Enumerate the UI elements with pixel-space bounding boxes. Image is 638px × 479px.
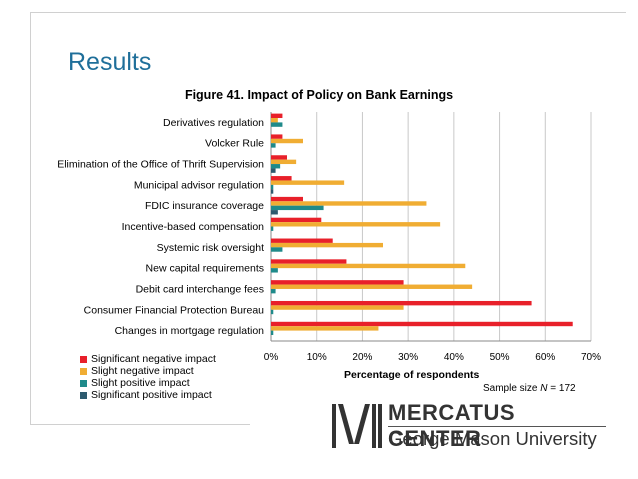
legend-swatch: [80, 379, 87, 387]
sample-size-n: N: [540, 383, 548, 394]
bar: [271, 284, 473, 289]
category-label: Consumer Financial Protection Bureau: [84, 304, 265, 316]
category-label: Systemic risk oversight: [157, 242, 264, 254]
legend-swatch: [80, 367, 87, 375]
bar: [271, 326, 379, 331]
bar: [271, 247, 283, 252]
bar: [271, 168, 276, 173]
category-label: Volcker Rule: [205, 138, 264, 150]
sample-size-prefix: Sample size: [483, 383, 541, 394]
sample-size-value: = 172: [547, 383, 576, 394]
bar: [271, 321, 573, 327]
legend-label: Significant negative impact: [91, 353, 216, 365]
x-tick-label: 50%: [490, 352, 510, 363]
x-tick-label: 30%: [398, 352, 418, 363]
category-label: Debit card interchange fees: [136, 283, 264, 295]
bar: [271, 210, 278, 215]
bar: [271, 118, 278, 123]
bar: [271, 238, 333, 243]
category-label: New capital requirements: [146, 263, 264, 275]
chart-legend: Significant negative impact Slight negati…: [80, 353, 216, 401]
bar: [271, 122, 283, 127]
bar: [271, 201, 427, 206]
bar: [271, 180, 345, 185]
frame-line-left: [30, 12, 31, 424]
bar: [271, 189, 274, 194]
category-label: Municipal advisor regulation: [134, 179, 264, 191]
x-tick-label: 40%: [444, 352, 464, 363]
bar: [271, 159, 297, 165]
x-tick-label: 60%: [535, 352, 555, 363]
bar: [271, 300, 532, 306]
x-tick-label: 0%: [264, 352, 279, 363]
logo-line1: MERCATUS CENTER: [388, 400, 516, 451]
mercatus-logo: MERCATUS CENTER George Mason University: [330, 400, 612, 454]
sample-size-note: Sample size N = 172: [483, 383, 576, 394]
legend-item: Slight positive impact: [80, 377, 216, 389]
bar: [271, 330, 274, 335]
bar: [271, 196, 303, 202]
logo-rule: [388, 426, 606, 427]
category-label: Derivatives regulation: [163, 117, 264, 129]
bar: [271, 259, 347, 264]
legend-item: Significant positive impact: [80, 389, 216, 401]
frame-line-top: [30, 12, 626, 13]
bar: [271, 138, 303, 144]
legend-label: Slight positive impact: [91, 377, 190, 389]
legend-label: Slight negative impact: [91, 365, 194, 377]
bar: [271, 143, 276, 148]
x-tick-label: 20%: [352, 352, 372, 363]
mercatus-mark-icon: [332, 404, 382, 448]
bar: [271, 164, 281, 169]
bar: [271, 226, 274, 231]
chart-title: Figure 41. Impact of Policy on Bank Earn…: [184, 88, 454, 102]
bar: [271, 205, 324, 211]
bar: [271, 305, 404, 310]
legend-swatch: [80, 391, 87, 399]
bar: [271, 184, 274, 190]
x-tick-label: 70%: [581, 352, 601, 363]
bar: [271, 309, 274, 315]
legend-label: Significant positive impact: [91, 389, 212, 401]
slide-title: Results: [68, 48, 152, 76]
bar: [271, 280, 404, 285]
bar: [271, 242, 383, 248]
category-label: Incentive-based compensation: [122, 221, 265, 233]
legend-item: Slight negative impact: [80, 365, 216, 377]
bar: [271, 176, 292, 181]
bar: [271, 217, 322, 223]
legend-swatch: [80, 355, 87, 363]
category-label: FDIC insurance coverage: [145, 200, 264, 212]
x-axis-label: Percentage of respondents: [344, 369, 480, 381]
bar: [271, 263, 466, 269]
x-tick-label: 10%: [307, 352, 327, 363]
category-label: Changes in mortgage regulation: [115, 325, 265, 337]
legend-item: Significant negative impact: [80, 353, 216, 365]
bar: [271, 113, 283, 119]
bar: [271, 155, 287, 160]
bar: [271, 134, 283, 139]
logo-line2: George Mason University: [388, 428, 597, 449]
bar: [271, 222, 441, 227]
category-label: Elimination of the Office of Thrift Supe…: [57, 159, 264, 171]
frame-line-bottom: [30, 424, 250, 425]
bar: [271, 288, 276, 294]
bar: [271, 268, 278, 273]
